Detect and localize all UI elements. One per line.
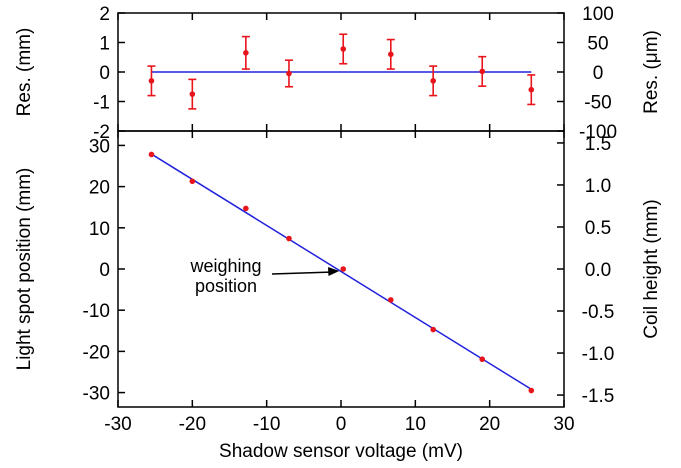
main-y2-tick-label: 0.0 <box>585 260 611 281</box>
residuals-y2-tick-label: 0 <box>593 63 604 84</box>
main-y-tick-label: -10 <box>83 301 110 322</box>
residuals-y2-ticks: 100 50 0 -50 -100 <box>557 4 617 143</box>
main-point <box>148 151 155 158</box>
residuals-y2-tick-label: -50 <box>584 93 611 114</box>
main-x-tick-label: -30 <box>104 414 131 435</box>
main-y-label: Light spot position (mm) <box>14 168 35 371</box>
residual-point <box>528 86 535 93</box>
residuals-points <box>147 33 536 110</box>
main-x-tick-label: 30 <box>553 414 574 435</box>
main-y2-tick-label: -0.5 <box>582 302 615 323</box>
main-panel: -30 -20 -10 0 10 20 30 30 20 10 0 -10 -20 -30 1.5 1.0… <box>14 130 662 462</box>
annotation-arrowhead <box>328 266 340 276</box>
main-point <box>243 205 249 212</box>
residuals-panel: 2 1 0 -1 -2 100 50 0 -50 -100 Res. (mm) Res. (μm… <box>14 4 662 143</box>
main-x-tick-label: -20 <box>179 414 206 435</box>
residuals-y-ticks: 2 1 0 -1 -2 <box>93 4 565 143</box>
annotation-line-1: weighing <box>189 256 261 276</box>
main-y-tick-label: 10 <box>89 219 110 240</box>
main-y-ticks: 30 20 10 0 -10 -20 -30 <box>83 136 125 405</box>
residual-point <box>286 70 292 77</box>
main-y-tick-label: 20 <box>89 178 110 199</box>
main-point <box>388 297 394 303</box>
residuals-y-tick-label: 0 <box>99 63 110 84</box>
annotation-arrow <box>271 271 334 275</box>
main-y2-tick-label: 1.0 <box>585 176 611 197</box>
main-point <box>286 235 292 242</box>
main-point <box>430 326 436 333</box>
residuals-y-tick-label: 2 <box>99 4 110 25</box>
main-y-tick-label: -20 <box>83 342 110 363</box>
annotation-line-2: position <box>195 276 257 296</box>
residuals-y-tick-label: -2 <box>93 122 110 143</box>
main-y2-tick-label: -1.0 <box>582 344 615 365</box>
main-y2-tick-label: -1.5 <box>582 386 615 407</box>
main-y2-tick-label: 1.5 <box>585 134 611 155</box>
residual-point <box>148 78 155 84</box>
residuals-y2-tick-label: 100 <box>582 4 614 25</box>
main-x-tick-label: 0 <box>336 414 347 435</box>
main-y-tick-label: 30 <box>89 136 110 157</box>
residuals-y2-tick-label: -100 <box>579 122 617 143</box>
residuals-y-tick-label: -1 <box>93 93 110 114</box>
main-point <box>528 387 535 394</box>
weighing-position-annotation: weighing position <box>189 256 340 296</box>
main-y2-label: Coil height (mm) <box>641 199 662 338</box>
residual-point <box>479 68 486 75</box>
main-y2-ticks: 1.5 1.0 0.5 0.0 -0.5 -1.0 -1.5 <box>557 134 614 407</box>
residuals-y-tick-label: 1 <box>99 34 110 55</box>
main-y-tick-label: -30 <box>83 384 110 405</box>
residuals-y2-tick-label: 50 <box>587 34 608 55</box>
main-x-tick-label: 20 <box>479 414 500 435</box>
residual-point <box>388 51 394 58</box>
main-y-tick-label: 0 <box>99 260 110 281</box>
main-point <box>189 178 196 185</box>
residual-point <box>189 91 196 97</box>
main-points <box>148 151 535 394</box>
main-point <box>340 266 347 272</box>
main-y2-tick-label: 0.5 <box>585 218 611 239</box>
main-x-ticks: -30 -20 -10 0 10 20 30 <box>104 131 575 435</box>
main-point <box>479 356 486 363</box>
main-x-tick-label: -10 <box>253 414 280 435</box>
residuals-y-label: Res. (mm) <box>14 28 35 117</box>
main-x-tick-label: 10 <box>405 414 426 435</box>
residual-point <box>430 78 436 84</box>
main-fit-line <box>151 153 532 390</box>
residual-point <box>340 46 347 52</box>
residuals-y2-label: Res. (μm) <box>641 30 662 114</box>
main-x-label: Shadow sensor voltage (mV) <box>219 441 463 462</box>
residual-point <box>243 50 249 56</box>
